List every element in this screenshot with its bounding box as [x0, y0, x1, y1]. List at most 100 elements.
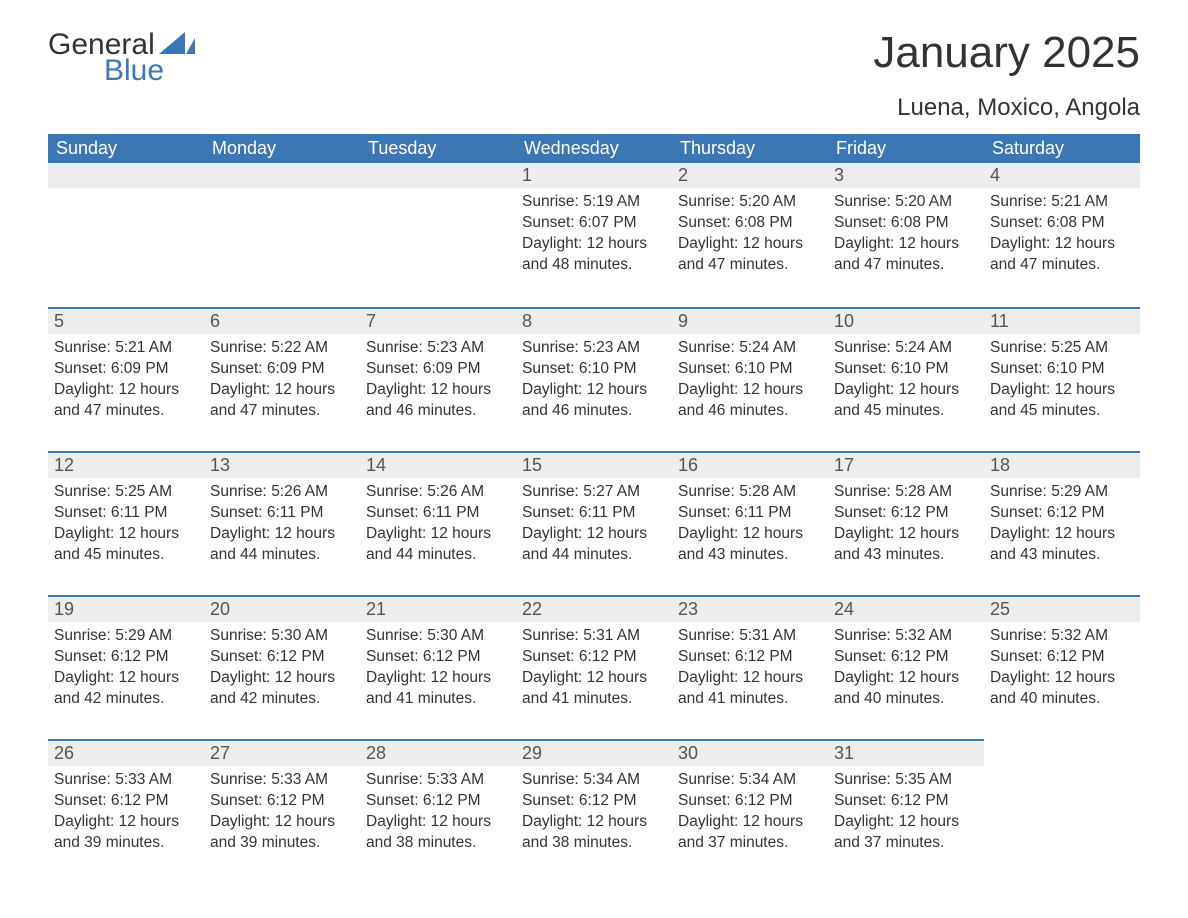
sunset-label: Sunset:: [678, 214, 731, 231]
sunset-label: Sunset:: [678, 360, 731, 377]
calendar-cell: 12Sunrise: 5:25 AMSunset: 6:11 PMDayligh…: [48, 451, 204, 595]
sunrise-label: Sunrise:: [54, 771, 111, 788]
sunset-label: Sunset:: [990, 360, 1043, 377]
calendar-cell: 9Sunrise: 5:24 AMSunset: 6:10 PMDaylight…: [672, 307, 828, 451]
daylight-label: Daylight:: [522, 235, 582, 252]
sunrise-value: 5:30 AM: [427, 627, 484, 644]
daylight-label: Daylight:: [54, 669, 114, 686]
sunset-value: 6:12 PM: [1047, 504, 1105, 521]
sunrise-value: 5:26 AM: [271, 483, 328, 500]
sunrise-line: Sunrise: 5:28 AM: [678, 482, 822, 503]
sunset-label: Sunset:: [522, 360, 575, 377]
weekday-header: Sunday: [48, 134, 204, 163]
sunrise-line: Sunrise: 5:21 AM: [54, 338, 198, 359]
day-number: 4: [984, 163, 1140, 188]
sunset-label: Sunset:: [54, 648, 107, 665]
day-body: Sunrise: 5:34 AMSunset: 6:12 PMDaylight:…: [516, 766, 672, 860]
day-body: Sunrise: 5:29 AMSunset: 6:12 PMDaylight:…: [48, 622, 204, 716]
calendar-cell: 22Sunrise: 5:31 AMSunset: 6:12 PMDayligh…: [516, 595, 672, 739]
day-body: Sunrise: 5:32 AMSunset: 6:12 PMDaylight:…: [828, 622, 984, 716]
sunset-line: Sunset: 6:12 PM: [834, 503, 978, 524]
sunrise-line: Sunrise: 5:23 AM: [366, 338, 510, 359]
day-body: Sunrise: 5:25 AMSunset: 6:11 PMDaylight:…: [48, 478, 204, 572]
sunrise-label: Sunrise:: [522, 339, 579, 356]
sunset-line: Sunset: 6:08 PM: [834, 213, 978, 234]
sunset-label: Sunset:: [990, 504, 1043, 521]
sunrise-line: Sunrise: 5:31 AM: [522, 626, 666, 647]
sunset-label: Sunset:: [522, 648, 575, 665]
sunset-value: 6:12 PM: [735, 648, 793, 665]
daylight-label: Daylight:: [522, 669, 582, 686]
sunset-line: Sunset: 6:12 PM: [678, 791, 822, 812]
sunrise-value: 5:33 AM: [271, 771, 328, 788]
sunrise-label: Sunrise:: [834, 771, 891, 788]
day-body: Sunrise: 5:26 AMSunset: 6:11 PMDaylight:…: [360, 478, 516, 572]
calendar-cell: 3Sunrise: 5:20 AMSunset: 6:08 PMDaylight…: [828, 163, 984, 307]
sunset-line: Sunset: 6:12 PM: [834, 791, 978, 812]
day-number: 22: [516, 595, 672, 622]
calendar-cell: 18Sunrise: 5:29 AMSunset: 6:12 PMDayligh…: [984, 451, 1140, 595]
sunset-line: Sunset: 6:12 PM: [54, 647, 198, 668]
brand-logo: General Blue: [48, 28, 195, 88]
daylight-line: Daylight: 12 hours and 40 minutes.: [834, 668, 978, 710]
sunset-label: Sunset:: [522, 792, 575, 809]
daylight-line: Daylight: 12 hours and 41 minutes.: [678, 668, 822, 710]
sunset-label: Sunset:: [834, 360, 887, 377]
weekday-header: Tuesday: [360, 134, 516, 163]
daylight-label: Daylight:: [54, 813, 114, 830]
sunset-line: Sunset: 6:07 PM: [522, 213, 666, 234]
sunset-value: 6:09 PM: [111, 360, 169, 377]
sunrise-label: Sunrise:: [54, 339, 111, 356]
sunset-label: Sunset:: [834, 648, 887, 665]
calendar-cell: [48, 163, 204, 307]
sunrise-line: Sunrise: 5:33 AM: [210, 770, 354, 791]
day-number: 1: [516, 163, 672, 188]
day-number: 2: [672, 163, 828, 188]
day-number: 11: [984, 307, 1140, 334]
day-body: Sunrise: 5:21 AMSunset: 6:09 PMDaylight:…: [48, 334, 204, 428]
sunrise-label: Sunrise:: [210, 483, 267, 500]
weekday-header: Saturday: [984, 134, 1140, 163]
page-title: January 2025: [873, 28, 1140, 78]
daylight-line: Daylight: 12 hours and 46 minutes.: [678, 380, 822, 422]
sunset-value: 6:12 PM: [111, 792, 169, 809]
sunrise-value: 5:29 AM: [115, 627, 172, 644]
day-number: 19: [48, 595, 204, 622]
day-body: Sunrise: 5:24 AMSunset: 6:10 PMDaylight:…: [672, 334, 828, 428]
sunrise-line: Sunrise: 5:30 AM: [366, 626, 510, 647]
day-number: 28: [360, 739, 516, 766]
sunset-value: 6:12 PM: [579, 792, 637, 809]
sunrise-line: Sunrise: 5:33 AM: [54, 770, 198, 791]
day-body: Sunrise: 5:31 AMSunset: 6:12 PMDaylight:…: [516, 622, 672, 716]
sunrise-line: Sunrise: 5:34 AM: [522, 770, 666, 791]
calendar-week-row: 26 Sunrise: 5:33 AM Sunset: 6:12 PM Dayligh…: [48, 739, 1140, 883]
sunset-label: Sunset:: [834, 792, 887, 809]
calendar-cell: 24Sunrise: 5:32 AMSunset: 6:12 PMDayligh…: [828, 595, 984, 739]
daylight-line: Daylight: 12 hours and 47 minutes.: [834, 234, 978, 276]
sunrise-line: Sunrise: 5:32 AM: [990, 626, 1134, 647]
sunrise-label: Sunrise:: [834, 627, 891, 644]
sunset-line: Sunset: 6:11 PM: [366, 503, 510, 524]
sunrise-label: Sunrise:: [990, 483, 1047, 500]
daylight-line: Daylight: 12 hours and 43 minutes.: [834, 524, 978, 566]
day-number: 24: [828, 595, 984, 622]
sunset-label: Sunset:: [366, 792, 419, 809]
sunrise-line: Sunrise: 5:29 AM: [990, 482, 1134, 503]
daylight-line: Daylight: 12 hours and 41 minutes.: [366, 668, 510, 710]
sunrise-line: Sunrise: 5:34 AM: [678, 770, 822, 791]
day-body: Sunrise: 5:30 AMSunset: 6:12 PMDaylight:…: [204, 622, 360, 716]
sunrise-label: Sunrise:: [366, 627, 423, 644]
sunset-value: 6:12 PM: [735, 792, 793, 809]
sunset-value: 6:12 PM: [267, 648, 325, 665]
sunrise-value: 5:24 AM: [739, 339, 796, 356]
sunrise-value: 5:24 AM: [895, 339, 952, 356]
sunrise-value: 5:33 AM: [427, 771, 484, 788]
daylight-line: Daylight: 12 hours and 45 minutes.: [834, 380, 978, 422]
sunset-line: Sunset: 6:11 PM: [54, 503, 198, 524]
day-number: 26: [48, 739, 204, 766]
sunrise-label: Sunrise:: [366, 339, 423, 356]
sunset-line: Sunset: 6:08 PM: [678, 213, 822, 234]
daynum-bar-empty: [360, 163, 516, 188]
sunset-line: Sunset: 6:08 PM: [990, 213, 1134, 234]
daylight-label: Daylight:: [210, 381, 270, 398]
